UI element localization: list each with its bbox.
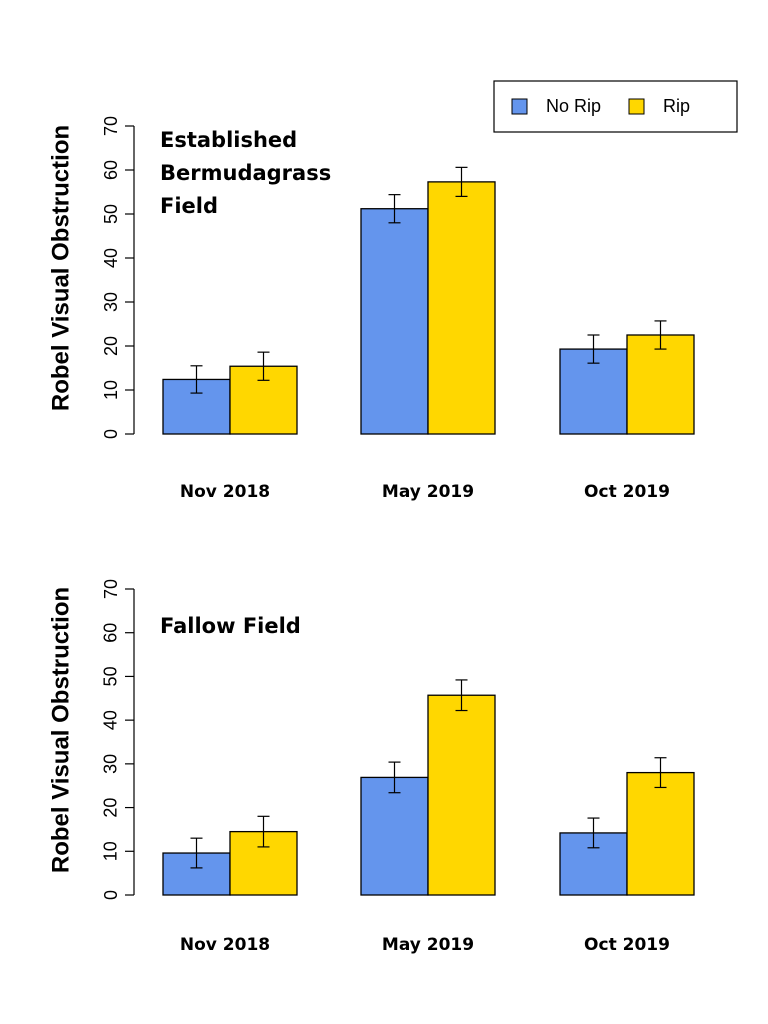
category-label: Oct 2019 (584, 935, 670, 955)
legend-label-no-rip: No Rip (546, 96, 601, 116)
y-tick-label: 40 (101, 710, 121, 730)
chart-panel-1: 0 10 20 30 40 50 60 70 Robel Visual Obstruction N… (47, 116, 695, 502)
category-label: May 2019 (382, 482, 474, 502)
bar-no-rip (360, 776, 429, 896)
panel-annotation: Field (160, 194, 218, 218)
legend: No Rip Rip (493, 80, 738, 133)
panel-annotation: Bermudagrass (160, 161, 331, 185)
category-label: Nov 2018 (180, 935, 270, 955)
panel-annotation: Fallow Field (160, 614, 301, 638)
category-label: Nov 2018 (180, 482, 270, 502)
y-tick-label: 60 (101, 623, 121, 643)
y-tick-label: 20 (101, 798, 121, 818)
bar-no-rip (162, 852, 231, 896)
y-tick-label: 30 (101, 292, 121, 312)
y-tick-label: 10 (101, 380, 121, 400)
panel-annotation: Established (160, 128, 297, 152)
y-tick-label: 60 (101, 160, 121, 180)
bar-no-rip (360, 208, 429, 435)
bar-rip (427, 181, 496, 435)
y-axis-label: Robel Visual Obstruction (47, 587, 74, 873)
y-tick-label: 0 (101, 429, 121, 439)
y-tick-label: 70 (101, 116, 121, 136)
category-label: Oct 2019 (584, 482, 670, 502)
legend-swatch-rip (628, 98, 645, 115)
y-tick-label: 50 (101, 666, 121, 686)
y-tick-label: 30 (101, 754, 121, 774)
legend-box (493, 80, 738, 133)
y-tick-label: 10 (101, 841, 121, 861)
legend-label-rip: Rip (663, 96, 690, 116)
category-label: May 2019 (382, 935, 474, 955)
y-tick-label: 50 (101, 204, 121, 224)
legend-swatch-no-rip (511, 98, 528, 115)
bar-rip (626, 771, 695, 896)
y-tick-label: 40 (101, 248, 121, 268)
bar-rip (626, 334, 695, 435)
y-tick-label: 70 (101, 579, 121, 599)
y-tick-label: 0 (101, 890, 121, 900)
y-tick-label: 20 (101, 336, 121, 356)
y-axis-label: Robel Visual Obstruction (47, 125, 74, 411)
chart-panel-2: 0 10 20 30 40 50 60 70 Robel Visual Obstruction N… (47, 579, 695, 955)
bar-rip (427, 694, 496, 896)
